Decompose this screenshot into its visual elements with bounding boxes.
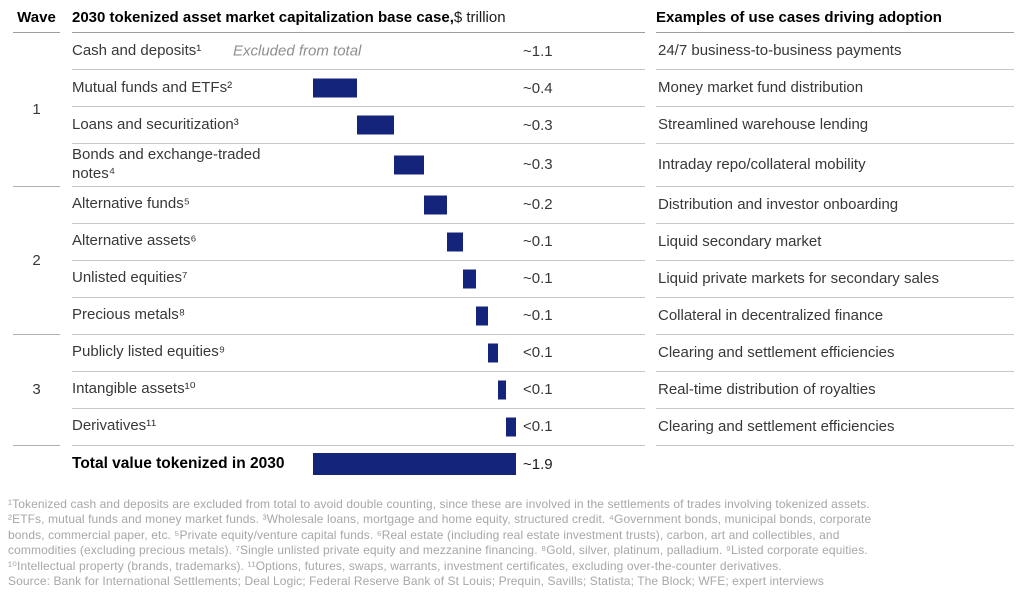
total-bar-zone	[310, 446, 520, 483]
bar-zone: Excluded from total	[233, 33, 520, 69]
footnotes: ¹Tokenized cash and deposits are exclude…	[8, 497, 1014, 591]
bar-zone	[310, 335, 520, 371]
wave-group-label: 2	[13, 187, 60, 335]
total-row: Total value tokenized in 2030 ~1.9	[72, 446, 645, 483]
asset-label: Mutual funds and ETFs²	[72, 78, 233, 96]
bar-zone	[310, 372, 520, 408]
asset-bar	[394, 155, 425, 175]
wave-column-header: Wave	[13, 6, 60, 33]
asset-label: Precious metals⁸	[72, 306, 186, 324]
asset-row: Precious metals⁸ ~0.1	[72, 298, 645, 335]
asset-row: Publicly listed equities⁹ <0.1	[72, 335, 645, 372]
wave-group-label: 3	[13, 335, 60, 446]
use-cases-header: Examples of use cases driving adoption	[656, 6, 1014, 33]
asset-value-label: ~1.1	[523, 42, 553, 60]
use-case-cell: Liquid private markets for secondary sal…	[656, 261, 1014, 298]
asset-label: Derivatives¹¹	[72, 417, 157, 435]
asset-row: Bonds and exchange-traded notes⁴ ~0.3	[72, 144, 645, 187]
footnote-line: Source: Bank for International Settlemen…	[8, 574, 824, 589]
asset-row: Cash and deposits¹ Excluded from total ~…	[72, 33, 645, 70]
footnote-line: commodities (excluding precious metals).…	[8, 543, 868, 558]
bar-zone	[310, 224, 520, 260]
asset-label: Publicly listed equities⁹	[72, 343, 226, 361]
use-case-cell: Collateral in decentralized finance	[656, 298, 1014, 335]
asset-value-label: <0.1	[523, 344, 553, 361]
use-case-cell: Clearing and settlement efficiencies	[656, 335, 1014, 372]
use-case-cell: Liquid secondary market	[656, 224, 1014, 261]
asset-value-label: ~0.2	[523, 196, 553, 213]
use-case-cell: Real-time distribution of royalties	[656, 372, 1014, 409]
bar-zone	[310, 70, 520, 106]
footnote-line: bonds, commercial paper, etc. ⁵Private e…	[8, 527, 840, 542]
asset-row: Intangible assets¹⁰ <0.1	[72, 372, 645, 409]
use-case-cell: Clearing and settlement efficiencies	[656, 409, 1014, 446]
asset-row: Unlisted equities⁷ ~0.1	[72, 261, 645, 298]
asset-value-label: ~0.3	[523, 156, 553, 174]
use-case-cell: Intraday repo/collateral mobility	[656, 144, 1014, 187]
footnote-line: ²ETFs, mutual funds and money market fun…	[8, 512, 872, 527]
asset-value-label: ~0.1	[523, 307, 553, 324]
wave-group-label: 1	[13, 33, 60, 187]
asset-value-label: ~0.3	[523, 116, 553, 134]
asset-row: Alternative funds⁵ ~0.2	[72, 187, 645, 224]
footnote-line: ¹Tokenized cash and deposits are exclude…	[8, 496, 870, 511]
asset-bar	[497, 380, 507, 399]
asset-bar	[476, 306, 488, 325]
bar-zone	[310, 409, 520, 445]
use-case-cell: Streamlined warehouse lending	[656, 107, 1014, 144]
asset-bar	[487, 343, 498, 362]
chart-title-bold: 2030 tokenized asset market capitalizati…	[72, 8, 454, 26]
asset-label: Bonds and exchange-traded notes⁴	[72, 146, 261, 182]
asset-bar	[463, 269, 477, 288]
bar-zone	[310, 261, 520, 297]
excluded-note: Excluded from total	[233, 42, 362, 60]
total-label: Total value tokenized in 2030	[72, 455, 285, 473]
asset-row: Derivatives¹¹ <0.1	[72, 409, 645, 446]
asset-value-label: ~0.1	[523, 233, 553, 250]
asset-label: Loans and securitization³	[72, 115, 239, 133]
asset-label: Unlisted equities⁷	[72, 269, 188, 287]
asset-label: Cash and deposits¹	[72, 41, 202, 59]
footnote-line: ¹⁰Intellectual property (brands, tradema…	[8, 558, 782, 573]
asset-value-label: ~0.4	[523, 79, 553, 97]
asset-bar	[313, 78, 358, 98]
bar-zone	[310, 107, 520, 143]
asset-label: Intangible assets¹⁰	[72, 380, 196, 398]
asset-bar	[446, 232, 464, 251]
chart-title: 2030 tokenized asset market capitalizati…	[72, 6, 645, 33]
total-bar	[313, 453, 516, 475]
asset-row: Loans and securitization³ ~0.3	[72, 107, 645, 144]
use-case-cell: 24/7 business-to-business payments	[656, 33, 1014, 70]
asset-bar	[506, 417, 516, 436]
asset-value-label: <0.1	[523, 381, 553, 398]
bar-zone	[310, 187, 520, 223]
asset-bar	[424, 195, 447, 214]
asset-value-label: ~0.1	[523, 270, 553, 287]
use-case-cell: Distribution and investor onboarding	[656, 187, 1014, 224]
asset-row: Mutual funds and ETFs² ~0.4	[72, 70, 645, 107]
asset-value-label: <0.1	[523, 418, 553, 435]
asset-row: Alternative assets⁶ ~0.1	[72, 224, 645, 261]
use-case-cell: Money market fund distribution	[656, 70, 1014, 107]
total-value-label: ~1.9	[523, 455, 553, 473]
chart-title-unit: $ trillion	[453, 8, 506, 26]
bar-zone	[310, 144, 520, 186]
asset-bar	[357, 115, 394, 135]
asset-label: Alternative assets⁶	[72, 232, 197, 250]
asset-label: Alternative funds⁵	[72, 195, 190, 213]
exhibit-grid: Wave 2030 tokenized asset market capital…	[8, 6, 1014, 483]
bar-zone	[310, 298, 520, 334]
